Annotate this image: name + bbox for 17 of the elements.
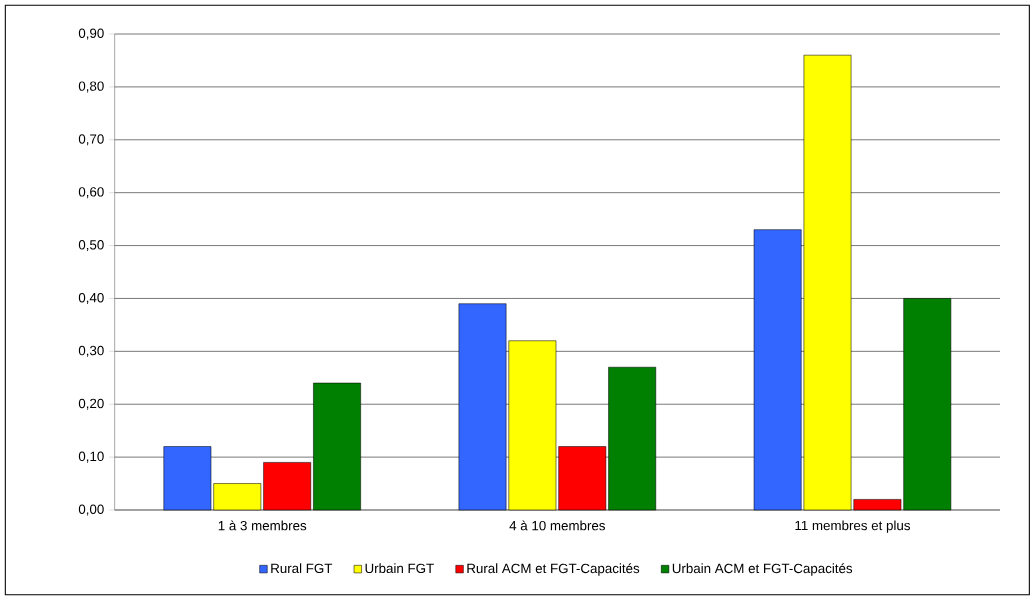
x-tick-label: 11 membres et plus	[795, 520, 911, 533]
y-tick-label: 0,50	[78, 240, 104, 252]
y-tick-label: 0,10	[78, 451, 104, 463]
legend-label: Rural FGT	[271, 563, 333, 574]
legend-label: Rural ACM et FGT-Capacités	[467, 563, 640, 576]
x-tick-label: 4 à 10 membres	[509, 520, 606, 531]
y-tick-label: 0,90	[78, 28, 104, 40]
y-tick-label: 0,00	[78, 504, 104, 516]
y-tick-label: 0,40	[78, 292, 104, 304]
y-tick-label: 0,80	[78, 81, 104, 93]
y-tick-label: 0,60	[78, 187, 104, 199]
legend-label: Urbain ACM et FGT-Capacités	[672, 563, 853, 576]
y-tick-label: 0,70	[78, 134, 104, 146]
x-tick-label: 1 à 3 membres	[218, 520, 307, 531]
y-tick-label: 0,30	[78, 345, 104, 357]
y-tick-label: 0,20	[78, 398, 104, 410]
legend-label: Urbain FGT	[365, 563, 434, 574]
